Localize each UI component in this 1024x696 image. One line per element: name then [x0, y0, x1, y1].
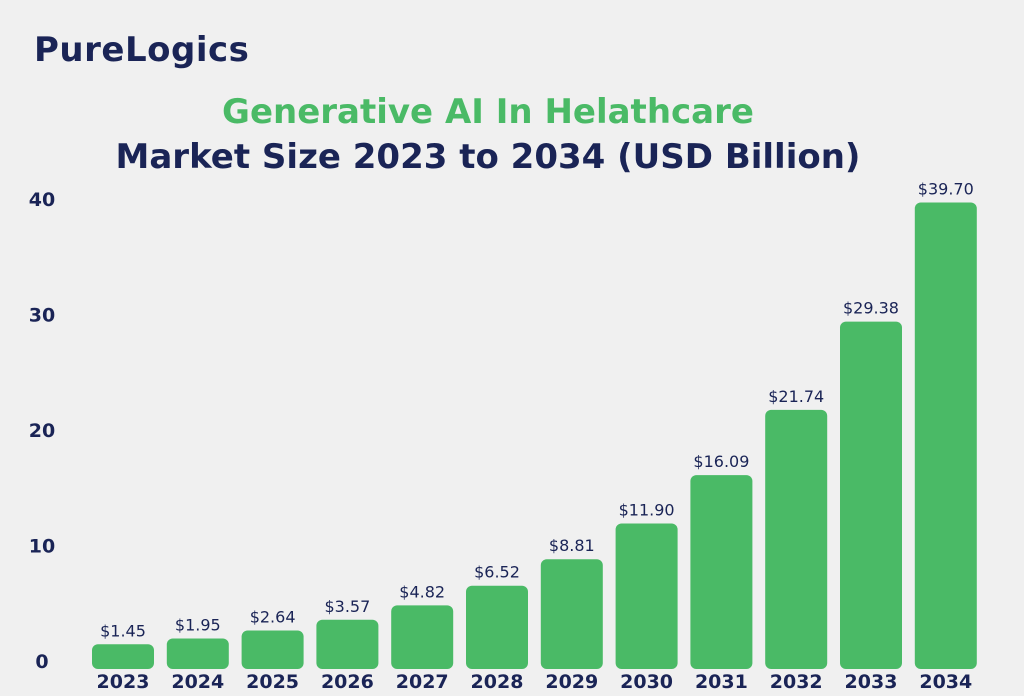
data-label: $3.57 [324, 597, 370, 616]
y-tick-label: 0 [35, 651, 48, 673]
data-label: $29.38 [843, 299, 899, 318]
data-label: $16.09 [693, 452, 749, 471]
bar [914, 202, 977, 669]
x-tick-label: 2025 [246, 671, 299, 693]
chart-title: Generative AI In Helathcare [222, 92, 754, 132]
x-tick-label: 2030 [620, 671, 673, 693]
x-tick-label: 2031 [695, 671, 748, 693]
x-tick-label: 2029 [545, 671, 598, 693]
bar [765, 409, 828, 669]
bar [241, 630, 304, 669]
purelogics-logo: PureLogics [34, 30, 250, 70]
bar [316, 619, 379, 669]
x-tick-label: 2024 [171, 671, 224, 693]
bar [391, 605, 454, 669]
bar [615, 523, 678, 669]
x-tick-label: 2027 [396, 671, 449, 693]
data-label: $8.81 [549, 536, 595, 555]
y-tick-label: 40 [29, 189, 55, 211]
bar [540, 559, 603, 669]
x-tick-label: 2032 [770, 671, 823, 693]
data-label: $4.82 [399, 582, 445, 601]
bar [840, 321, 902, 669]
bar [690, 475, 753, 669]
chart-subtitle: Market Size 2023 to 2034 (USD Billion) [115, 137, 861, 177]
data-label: $6.52 [474, 563, 520, 582]
bar [166, 638, 229, 669]
data-label: $1.95 [175, 615, 221, 634]
data-label: $2.64 [250, 608, 296, 627]
x-tick-label: 2026 [321, 671, 374, 693]
x-tick-label: 2034 [919, 671, 972, 693]
bar [92, 644, 154, 669]
data-label: $1.45 [100, 621, 146, 640]
bar [466, 585, 528, 669]
data-label: $11.90 [619, 501, 675, 520]
data-label: $21.74 [768, 387, 824, 406]
y-tick-label: 20 [29, 420, 55, 442]
x-tick-label: 2023 [97, 671, 150, 693]
y-tick-label: 30 [29, 305, 55, 327]
y-tick-label: 10 [29, 536, 55, 558]
data-label: $39.70 [918, 179, 974, 198]
x-tick-label: 2028 [471, 671, 524, 693]
x-tick-label: 2033 [845, 671, 898, 693]
